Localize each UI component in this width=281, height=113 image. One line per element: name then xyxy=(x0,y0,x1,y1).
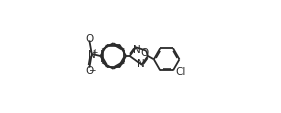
Text: N: N xyxy=(133,45,140,55)
Text: N: N xyxy=(137,58,145,68)
Text: Cl: Cl xyxy=(175,66,186,76)
Text: O: O xyxy=(140,47,149,57)
Text: N: N xyxy=(88,49,96,59)
Text: +: + xyxy=(91,48,98,57)
Text: O: O xyxy=(85,34,94,44)
Text: −: − xyxy=(88,65,96,73)
Text: O: O xyxy=(85,66,94,75)
